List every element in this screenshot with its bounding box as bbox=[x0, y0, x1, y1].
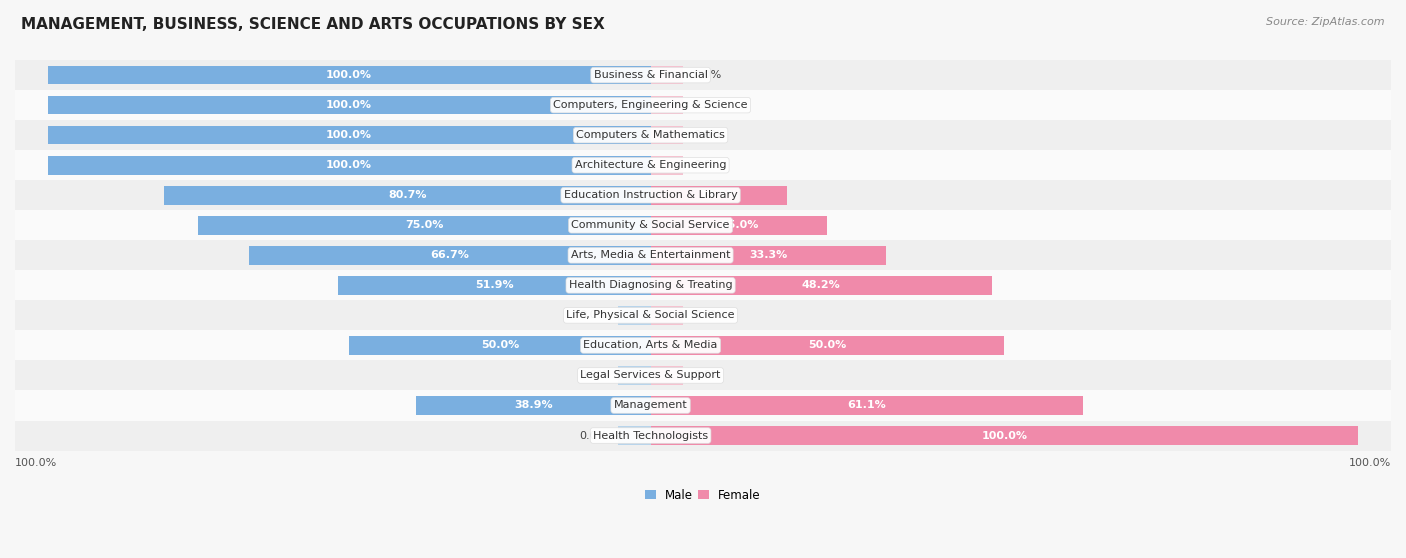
Text: 100.0%: 100.0% bbox=[1348, 458, 1391, 468]
Text: Computers, Engineering & Science: Computers, Engineering & Science bbox=[554, 100, 748, 110]
Bar bbox=[15, 210, 1391, 240]
Text: Health Diagnosing & Treating: Health Diagnosing & Treating bbox=[569, 280, 733, 290]
Bar bbox=[165, 186, 651, 205]
Bar bbox=[15, 300, 1391, 330]
Text: Arts, Media & Entertainment: Arts, Media & Entertainment bbox=[571, 251, 730, 261]
Legend: Male, Female: Male, Female bbox=[641, 484, 765, 506]
Text: 0.0%: 0.0% bbox=[579, 310, 607, 320]
Bar bbox=[48, 96, 651, 114]
Text: 0.0%: 0.0% bbox=[693, 70, 721, 80]
Bar bbox=[651, 306, 683, 325]
Text: 0.0%: 0.0% bbox=[693, 130, 721, 140]
Bar bbox=[651, 156, 683, 175]
Text: 100.0%: 100.0% bbox=[326, 160, 373, 170]
Bar bbox=[651, 216, 828, 234]
Text: 100.0%: 100.0% bbox=[326, 130, 373, 140]
Text: 100.0%: 100.0% bbox=[15, 458, 58, 468]
Bar bbox=[349, 336, 651, 355]
Text: Community & Social Service: Community & Social Service bbox=[571, 220, 730, 230]
Text: 33.3%: 33.3% bbox=[749, 251, 787, 261]
Bar bbox=[617, 366, 651, 385]
Text: 100.0%: 100.0% bbox=[981, 431, 1028, 440]
Text: 100.0%: 100.0% bbox=[326, 100, 373, 110]
Bar bbox=[48, 126, 651, 145]
Text: 25.0%: 25.0% bbox=[720, 220, 758, 230]
Text: Education, Arts & Media: Education, Arts & Media bbox=[583, 340, 718, 350]
Bar bbox=[651, 126, 683, 145]
Text: 75.0%: 75.0% bbox=[405, 220, 444, 230]
Text: 0.0%: 0.0% bbox=[693, 100, 721, 110]
Bar bbox=[15, 90, 1391, 120]
Text: MANAGEMENT, BUSINESS, SCIENCE AND ARTS OCCUPATIONS BY SEX: MANAGEMENT, BUSINESS, SCIENCE AND ARTS O… bbox=[21, 17, 605, 32]
Text: 0.0%: 0.0% bbox=[693, 371, 721, 381]
Text: Health Technologists: Health Technologists bbox=[593, 431, 709, 440]
Bar bbox=[15, 180, 1391, 210]
Bar bbox=[337, 276, 651, 295]
Bar bbox=[15, 60, 1391, 90]
Bar bbox=[651, 426, 1358, 445]
Text: 19.3%: 19.3% bbox=[700, 190, 738, 200]
Text: Education Instruction & Library: Education Instruction & Library bbox=[564, 190, 738, 200]
Bar bbox=[15, 330, 1391, 360]
Text: 50.0%: 50.0% bbox=[481, 340, 519, 350]
Bar bbox=[15, 150, 1391, 180]
Bar bbox=[416, 396, 651, 415]
Text: 48.2%: 48.2% bbox=[801, 280, 841, 290]
Bar bbox=[48, 66, 651, 84]
Text: 0.0%: 0.0% bbox=[693, 310, 721, 320]
Bar bbox=[651, 276, 991, 295]
Text: Business & Financial: Business & Financial bbox=[593, 70, 707, 80]
Text: Legal Services & Support: Legal Services & Support bbox=[581, 371, 721, 381]
Bar bbox=[15, 391, 1391, 421]
Text: Life, Physical & Social Science: Life, Physical & Social Science bbox=[567, 310, 735, 320]
Bar bbox=[15, 421, 1391, 450]
Bar bbox=[617, 426, 651, 445]
Bar bbox=[249, 246, 651, 264]
Bar bbox=[651, 96, 683, 114]
Text: 38.9%: 38.9% bbox=[515, 401, 553, 411]
Text: 61.1%: 61.1% bbox=[848, 401, 886, 411]
Bar bbox=[651, 246, 886, 264]
Text: Computers & Mathematics: Computers & Mathematics bbox=[576, 130, 725, 140]
Text: 66.7%: 66.7% bbox=[430, 251, 470, 261]
Bar bbox=[651, 186, 787, 205]
Text: 100.0%: 100.0% bbox=[326, 70, 373, 80]
Bar bbox=[15, 270, 1391, 300]
Text: Source: ZipAtlas.com: Source: ZipAtlas.com bbox=[1267, 17, 1385, 27]
Bar bbox=[15, 240, 1391, 270]
Bar bbox=[15, 360, 1391, 391]
Text: 0.0%: 0.0% bbox=[693, 160, 721, 170]
Bar bbox=[198, 216, 651, 234]
Text: 80.7%: 80.7% bbox=[388, 190, 426, 200]
Text: 0.0%: 0.0% bbox=[579, 431, 607, 440]
Text: Management: Management bbox=[613, 401, 688, 411]
Text: Architecture & Engineering: Architecture & Engineering bbox=[575, 160, 727, 170]
Bar bbox=[48, 156, 651, 175]
Text: 50.0%: 50.0% bbox=[808, 340, 846, 350]
Text: 0.0%: 0.0% bbox=[579, 371, 607, 381]
Text: 51.9%: 51.9% bbox=[475, 280, 513, 290]
Bar bbox=[651, 366, 683, 385]
Bar bbox=[651, 66, 683, 84]
Bar bbox=[651, 336, 1004, 355]
Bar bbox=[15, 120, 1391, 150]
Bar bbox=[617, 306, 651, 325]
Bar bbox=[651, 396, 1083, 415]
